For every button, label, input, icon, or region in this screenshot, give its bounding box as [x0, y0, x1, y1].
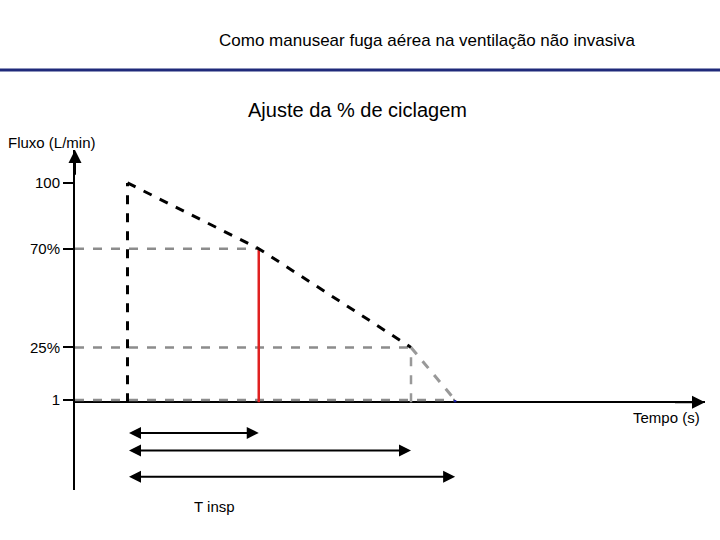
- svg-text:Ajuste da % de ciclagem: Ajuste da % de ciclagem: [248, 99, 467, 121]
- svg-text:25%: 25%: [30, 339, 60, 356]
- svg-text:100: 100: [35, 174, 60, 191]
- svg-text:Como manusear fuga aérea na ve: Como manusear fuga aérea na ventilação n…: [219, 31, 635, 50]
- svg-text:T insp: T insp: [194, 498, 235, 515]
- svg-text:1: 1: [52, 391, 60, 408]
- svg-text:Fluxo (L/min): Fluxo (L/min): [8, 134, 96, 151]
- svg-text:70%: 70%: [30, 240, 60, 257]
- svg-text:Tempo (s): Tempo (s): [633, 409, 700, 426]
